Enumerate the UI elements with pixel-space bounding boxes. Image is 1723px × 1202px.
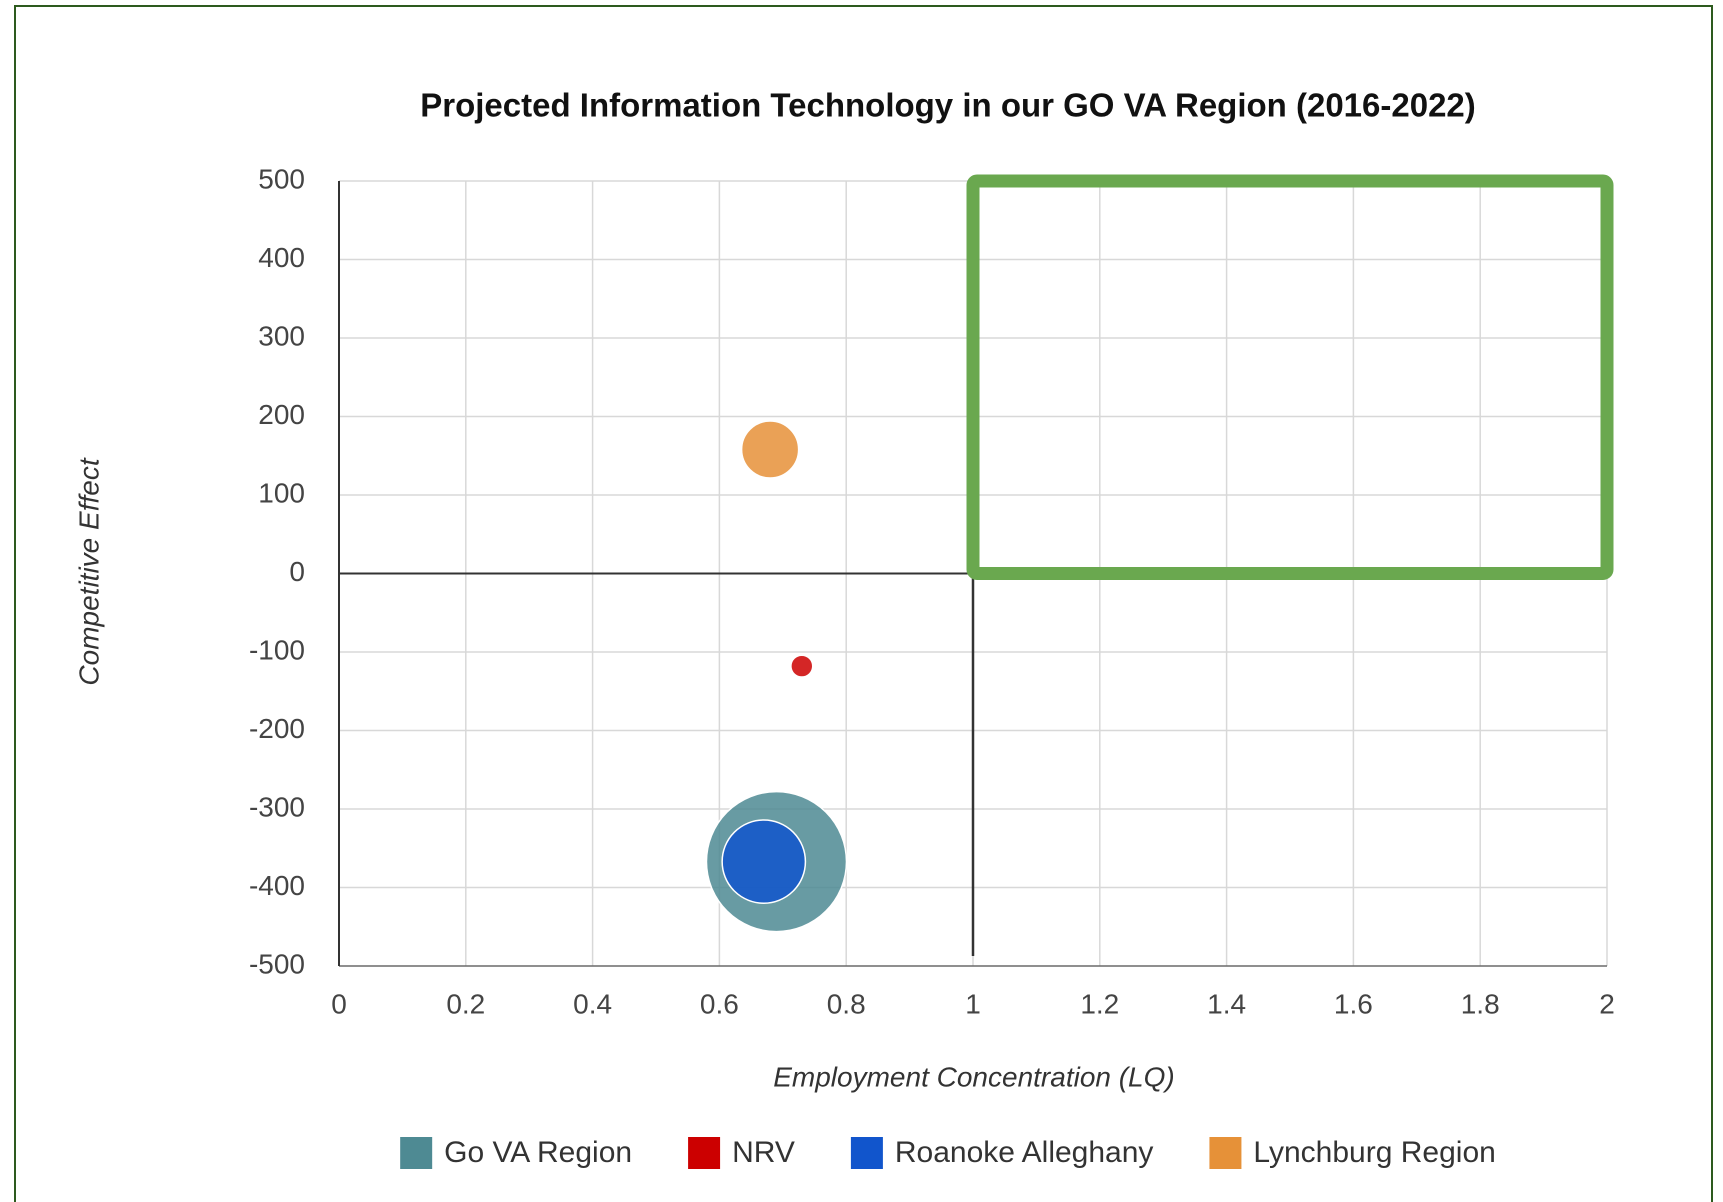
y-tick-label: -400 [249,870,305,901]
legend-swatch [1209,1137,1242,1169]
y-tick-label: 300 [258,320,305,351]
x-tick-label: 0.2 [446,988,485,1019]
x-tick-label: 2 [1599,988,1615,1019]
legend-swatch [850,1137,883,1169]
y-tick-label: -200 [249,713,305,744]
frame [14,5,1713,1202]
y-tick-label: -500 [249,948,305,979]
legend-label: Go VA Region [444,1136,632,1169]
legend-swatch [400,1137,433,1169]
x-axis-title: Employment Concentration (LQ) [773,1061,1175,1092]
y-tick-label: 0 [289,556,305,587]
highlight-box [966,174,1614,580]
x-tick-label: 0 [331,988,347,1019]
y-tick-label: 500 [258,163,305,194]
x-tick-label: 1.4 [1207,988,1246,1019]
legend-label: Roanoke Alleghany [895,1136,1154,1169]
legend-label: Lynchburg Region [1253,1136,1495,1169]
y-axis-title: Competitive Effect [73,457,104,685]
y-tick-label: 200 [258,399,305,430]
x-tick-label: 0.6 [700,988,739,1019]
y-tick-label: -100 [249,634,305,665]
x-tick-label: 1.2 [1080,988,1119,1019]
bubble [721,819,807,904]
y-tick-label: -300 [249,791,305,822]
x-tick-label: 1.8 [1461,988,1500,1019]
bubble [740,420,800,479]
bubble [790,654,814,678]
x-tick-label: 0.8 [827,988,866,1019]
y-tick-label: 100 [258,477,305,508]
x-tick-label: 0.4 [573,988,612,1019]
x-tick-label: 1.6 [1334,988,1373,1019]
legend-label: NRV [732,1136,795,1169]
y-tick-label: 400 [258,242,305,273]
chart-title: Projected Information Technology in our … [420,87,1476,124]
x-tick-label: 1 [965,988,981,1019]
legend-swatch [688,1137,721,1169]
